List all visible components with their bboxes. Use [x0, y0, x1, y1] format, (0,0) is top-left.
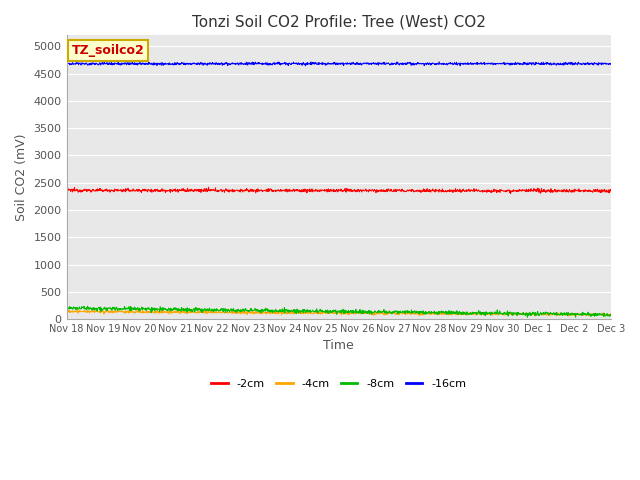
Y-axis label: Soil CO2 (mV): Soil CO2 (mV)	[15, 133, 28, 221]
Title: Tonzi Soil CO2 Profile: Tree (West) CO2: Tonzi Soil CO2 Profile: Tree (West) CO2	[192, 15, 486, 30]
Legend: -2cm, -4cm, -8cm, -16cm: -2cm, -4cm, -8cm, -16cm	[207, 374, 470, 393]
X-axis label: Time: Time	[323, 339, 354, 352]
Text: TZ_soilco2: TZ_soilco2	[72, 44, 145, 57]
